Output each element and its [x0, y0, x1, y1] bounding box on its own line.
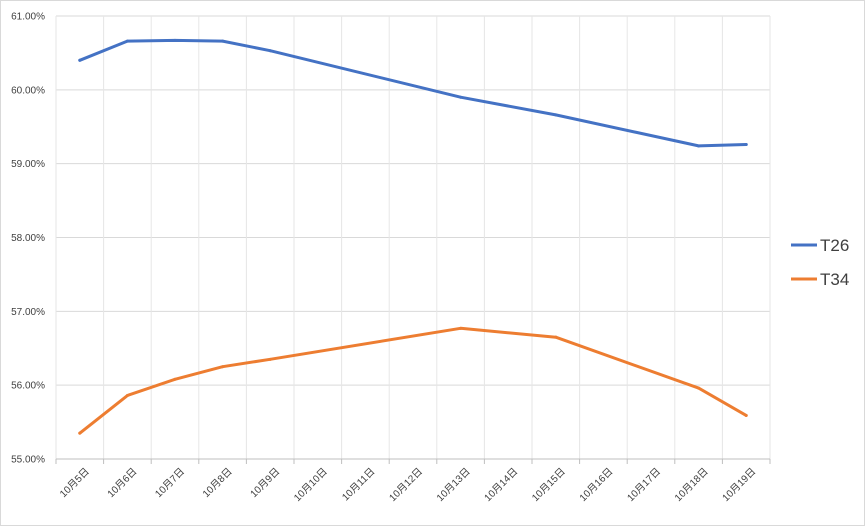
data-point — [697, 386, 701, 390]
data-point — [221, 39, 225, 43]
data-point — [125, 39, 129, 43]
data-point — [173, 38, 177, 42]
y-axis: 55.00% 56.00% 57.00% 58.00% 59.00% 60.00% 61.0… — [11, 12, 45, 466]
y-tick-label: 60.00% — [11, 85, 45, 96]
data-point — [125, 394, 129, 398]
y-tick-label: 56.00% — [11, 381, 45, 392]
series-layer — [78, 38, 748, 435]
data-point — [268, 49, 272, 53]
data-point — [78, 58, 82, 62]
data-point — [268, 357, 272, 361]
y-tick-label: 58.00% — [11, 233, 45, 244]
data-point — [697, 144, 701, 148]
legend-label-t26: T26 — [820, 236, 849, 255]
data-point — [459, 326, 463, 330]
y-tick-label: 59.00% — [11, 159, 45, 170]
data-point — [78, 431, 82, 435]
data-point — [744, 413, 748, 417]
data-point — [221, 365, 225, 369]
y-tick-label: 55.00% — [11, 455, 45, 466]
gridlines — [55, 15, 771, 460]
y-tick-label: 57.00% — [11, 307, 45, 318]
y-tick-label: 61.00% — [11, 12, 45, 23]
legend: T26 T34 — [791, 236, 849, 289]
legend-label-t34: T34 — [820, 270, 849, 289]
data-point — [554, 113, 558, 117]
data-point — [554, 335, 558, 339]
data-point — [744, 142, 748, 146]
data-point — [459, 95, 463, 99]
data-point — [173, 377, 177, 381]
